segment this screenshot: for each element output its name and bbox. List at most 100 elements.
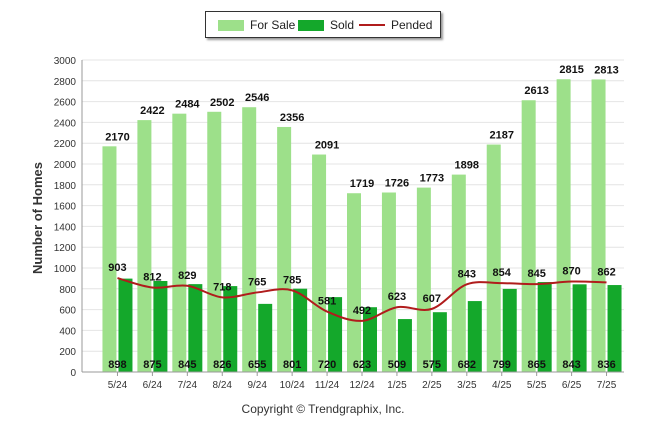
legend: For Sale Sold Pended	[205, 11, 441, 38]
y-tick-label: 2400	[54, 118, 77, 129]
y-tick-label: 200	[59, 347, 76, 358]
for-sale-data-label: 2484	[175, 99, 200, 111]
data-labels: 2170 898 2422 875 2484 845 2502 826 2546 655 2356 8…	[105, 64, 619, 371]
pended-data-label: 845	[527, 268, 545, 280]
y-tick-label: 400	[59, 326, 76, 337]
pended-data-label: 812	[143, 272, 161, 284]
pended-data-label: 581	[318, 296, 336, 308]
y-tick-label: 2600	[54, 98, 77, 109]
pended-data-label: 862	[597, 266, 615, 278]
x-tick-label: 11/24	[315, 380, 340, 391]
legend-label-pended: Pended	[391, 18, 433, 32]
for-sale-data-label: 2502	[210, 97, 234, 109]
for-sale-bar	[381, 192, 396, 372]
for-sale-bar	[556, 79, 571, 373]
for-sale-data-label: 1726	[385, 177, 409, 189]
for-sale-bar	[486, 144, 501, 372]
for-sale-data-label: 2546	[245, 92, 269, 104]
y-tick-label: 1000	[54, 264, 77, 275]
x-tick-label: 4/25	[492, 380, 512, 391]
for-sale-bar	[242, 107, 257, 372]
for-sale-bar	[416, 187, 431, 372]
y-axis-label: Number of Homes	[30, 162, 45, 274]
legend-label-for-sale: For Sale	[250, 18, 296, 32]
sold-data-label: 875	[143, 359, 161, 371]
x-tick-label: 10/24	[280, 380, 305, 391]
x-tick-label: 12/24	[349, 380, 374, 391]
for-sale-bars	[102, 79, 606, 373]
sold-data-label: 865	[527, 359, 545, 371]
sold-data-label: 836	[597, 359, 615, 371]
pended-data-label: 903	[108, 262, 126, 274]
pended-data-label: 765	[248, 276, 266, 288]
for-sale-bar	[277, 126, 292, 372]
pended-line	[117, 277, 607, 322]
y-tick-label: 600	[59, 306, 76, 317]
for-sale-bar	[172, 113, 187, 372]
sold-bar	[502, 288, 517, 372]
sold-data-label: 898	[108, 359, 126, 371]
pended-data-label: 623	[388, 291, 406, 303]
pended-series-line	[117, 277, 607, 322]
x-tick-label: 7/25	[597, 380, 617, 391]
sold-swatch	[298, 19, 324, 31]
sold-bar	[153, 281, 168, 372]
pended-data-label: 843	[458, 268, 476, 280]
copyright: Copyright © Trendgraphix, Inc.	[241, 402, 405, 416]
for-sale-data-label: 2422	[140, 105, 164, 117]
for-sale-bar	[347, 193, 361, 372]
y-axis: 0 200 400 600 800 1000 1200 1400 1600 1800 2000 220…	[54, 56, 83, 379]
sold-data-label: 655	[248, 359, 266, 371]
for-sale-data-label: 2091	[315, 140, 339, 152]
sold-data-label: 623	[353, 359, 371, 371]
y-tick-label: 0	[70, 368, 76, 379]
pended-data-label: 785	[283, 274, 301, 286]
x-tick-label: 8/24	[213, 380, 233, 391]
legend-item-for-sale: For Sale	[218, 18, 295, 32]
sold-bar	[432, 312, 447, 372]
pended-data-label: 854	[493, 267, 512, 279]
y-tick-label: 1800	[54, 181, 77, 192]
for-sale-bar	[451, 174, 466, 372]
for-sale-data-label: 2356	[280, 112, 304, 124]
sold-data-label: 845	[178, 359, 196, 371]
for-sale-bar	[591, 79, 606, 372]
legend-item-sold: Sold	[298, 18, 354, 32]
for-sale-bar	[521, 100, 536, 373]
x-tick-label: 1/25	[387, 380, 407, 391]
sold-data-label: 720	[318, 359, 336, 371]
pended-data-label: 829	[178, 270, 196, 282]
sold-data-label: 575	[423, 359, 441, 371]
for-sale-bar	[137, 120, 152, 372]
sold-bar	[467, 301, 482, 372]
sold-bar	[293, 288, 308, 372]
pended-data-label: 492	[353, 305, 371, 317]
sold-data-label: 843	[562, 359, 580, 371]
pended-swatch	[359, 24, 385, 26]
y-tick-label: 800	[59, 285, 76, 296]
for-sale-bar	[207, 111, 222, 373]
sold-bar	[397, 319, 412, 372]
x-tick-label: 6/24	[143, 380, 163, 391]
x-axis: 5/24 6/24 7/24 8/24 9/24 10/24 11/24 12/24 1/25 2…	[82, 371, 624, 391]
y-tick-label: 3000	[54, 56, 77, 67]
sold-bar	[258, 303, 273, 372]
for-sale-data-label: 2170	[105, 131, 129, 143]
sold-data-label: 801	[283, 359, 301, 371]
sold-bar	[537, 282, 552, 372]
y-tick-label: 2800	[54, 77, 77, 88]
sold-data-label: 682	[458, 359, 476, 371]
pended-data-label: 870	[562, 266, 580, 278]
for-sale-data-label: 2187	[489, 130, 513, 142]
sold-data-label: 509	[388, 359, 406, 371]
sold-data-label: 826	[213, 359, 231, 371]
y-tick-label: 1200	[54, 243, 77, 254]
sold-bar	[607, 285, 622, 372]
sold-bar	[188, 284, 203, 372]
x-tick-label: 6/25	[562, 380, 582, 391]
sold-bars	[118, 278, 622, 372]
y-tick-label: 2000	[54, 160, 77, 171]
for-sale-bar	[312, 154, 327, 372]
for-sale-bar	[102, 146, 117, 372]
